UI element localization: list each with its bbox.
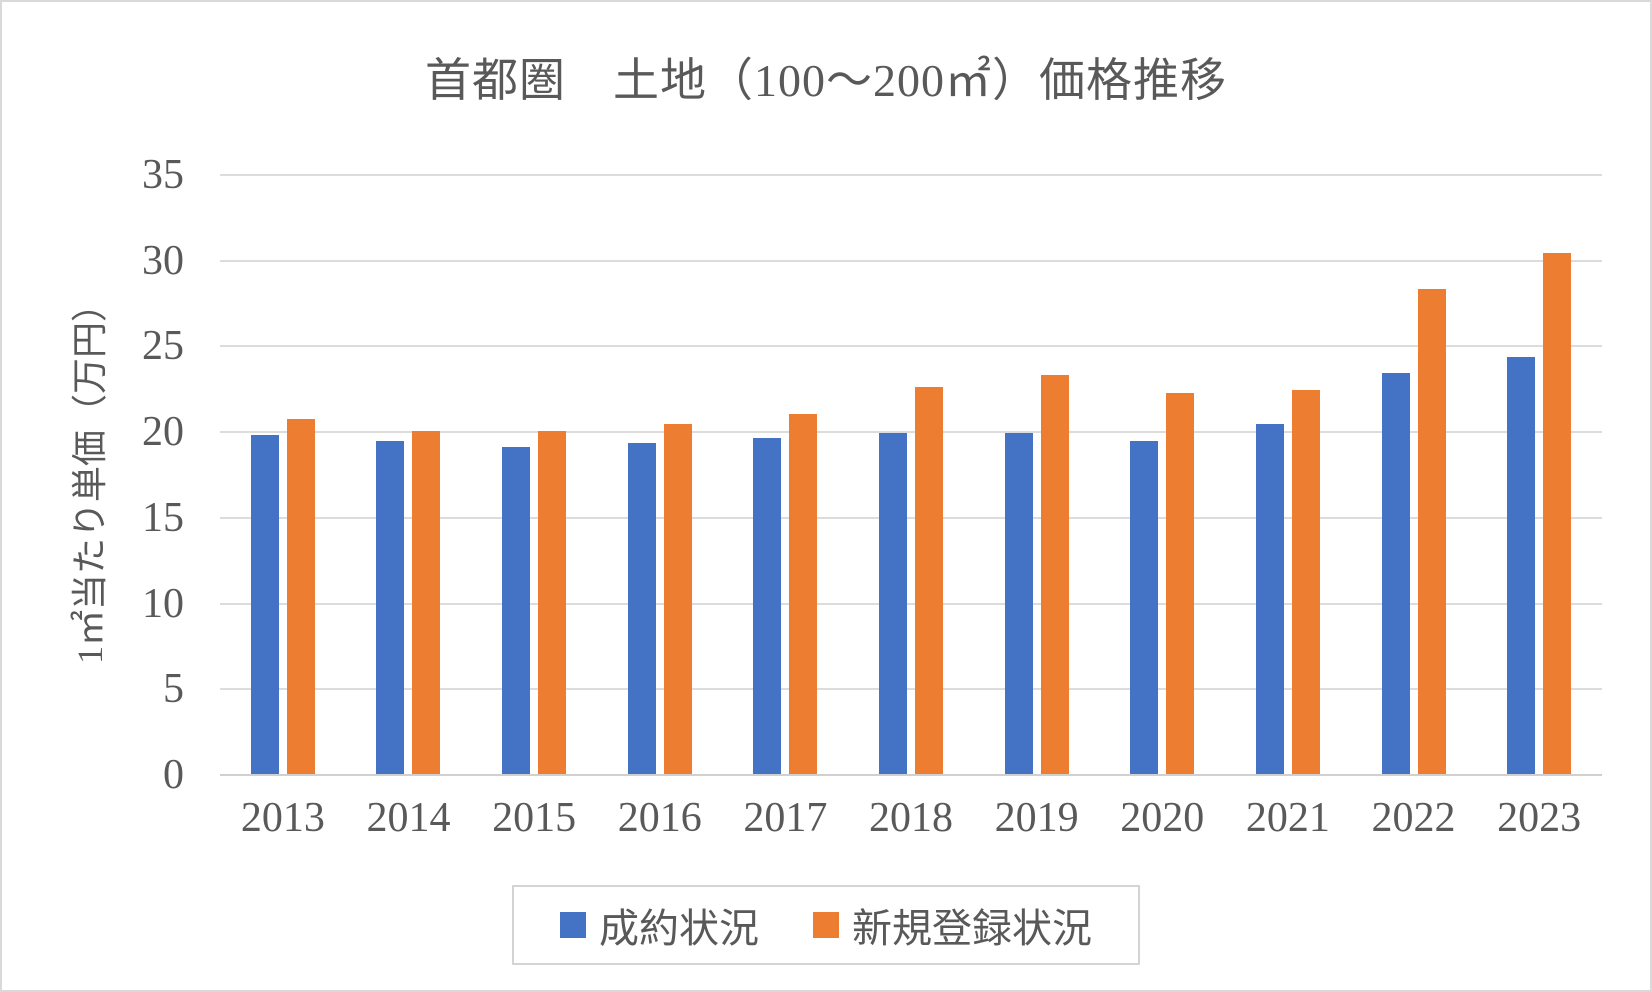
bar-成約状況-2014 [376,441,405,774]
legend-label: 成約状況 [599,906,759,951]
x-axis-line [220,774,1602,776]
bar-新規登録状況-2016 [663,424,692,774]
gridline-25 [220,345,1602,348]
legend: 成約状況 新規登録状況 [512,885,1140,965]
x-label-2022: 2022 [1371,795,1456,841]
bar-新規登録状況-2014 [412,431,441,774]
bar-成約状況-2016 [627,443,656,774]
chart-title: 首都圏 土地（100～200㎡）価格推移 [425,55,1227,106]
bar-新規登録状況-2022 [1417,288,1446,774]
y-tick-label-5: 5 [163,666,184,713]
gridline-35 [220,174,1602,176]
bar-新規登録状況-2013 [286,419,315,774]
bar-成約状況-2022 [1381,372,1410,774]
y-tick-label-20: 20 [142,409,184,456]
legend-swatch-icon [560,912,586,938]
bar-新規登録状況-2019 [1040,374,1069,774]
legend-item-新規登録状況: 新規登録状況 [813,896,1092,954]
gridline-15 [220,516,1602,519]
legend-swatch-icon [813,912,839,938]
gridline-20 [220,431,1602,434]
bar-成約状況-2015 [502,446,531,774]
bar-成約状況-2020 [1130,441,1159,774]
x-label-2023: 2023 [1497,795,1582,841]
legend-item-成約状況: 成約状況 [560,896,759,954]
y-tick-label-10: 10 [142,580,184,627]
bar-成約状況-2013 [250,434,279,774]
x-label-2015: 2015 [492,795,577,841]
gridline-10 [220,602,1602,605]
x-label-2019: 2019 [994,795,1079,841]
x-label-2017: 2017 [743,795,828,841]
gridline-5 [220,688,1602,691]
bar-成約状況-2018 [879,432,907,774]
x-label-2020: 2020 [1120,795,1205,841]
bar-新規登録状況-2021 [1291,390,1320,774]
x-label-2016: 2016 [617,795,702,841]
bar-新規登録状況-2017 [789,414,818,774]
bar-成約状況-2023 [1507,357,1536,774]
x-label-2018: 2018 [869,795,953,841]
gridline-30 [220,259,1602,262]
y-tick-label-35: 35 [142,152,184,198]
y-tick-label-0: 0 [163,752,184,798]
bar-新規登録状況-2023 [1543,252,1572,774]
bar-成約状況-2019 [1004,432,1033,774]
plot-area [220,174,1602,776]
y-tick-label-25: 25 [142,323,184,370]
x-label-2013: 2013 [240,795,325,841]
bar-新規登録状況-2020 [1166,393,1195,774]
bar-新規登録状況-2018 [915,386,943,774]
legend-label: 新規登録状況 [852,906,1092,951]
bar-成約状況-2021 [1255,424,1284,774]
x-label-2021: 2021 [1245,795,1330,841]
y-tick-label-30: 30 [142,237,184,284]
x-label-2014: 2014 [366,795,451,841]
y-tick-label-15: 15 [142,494,184,541]
bar-成約状況-2017 [753,438,782,774]
bar-新規登録状況-2015 [538,431,567,774]
